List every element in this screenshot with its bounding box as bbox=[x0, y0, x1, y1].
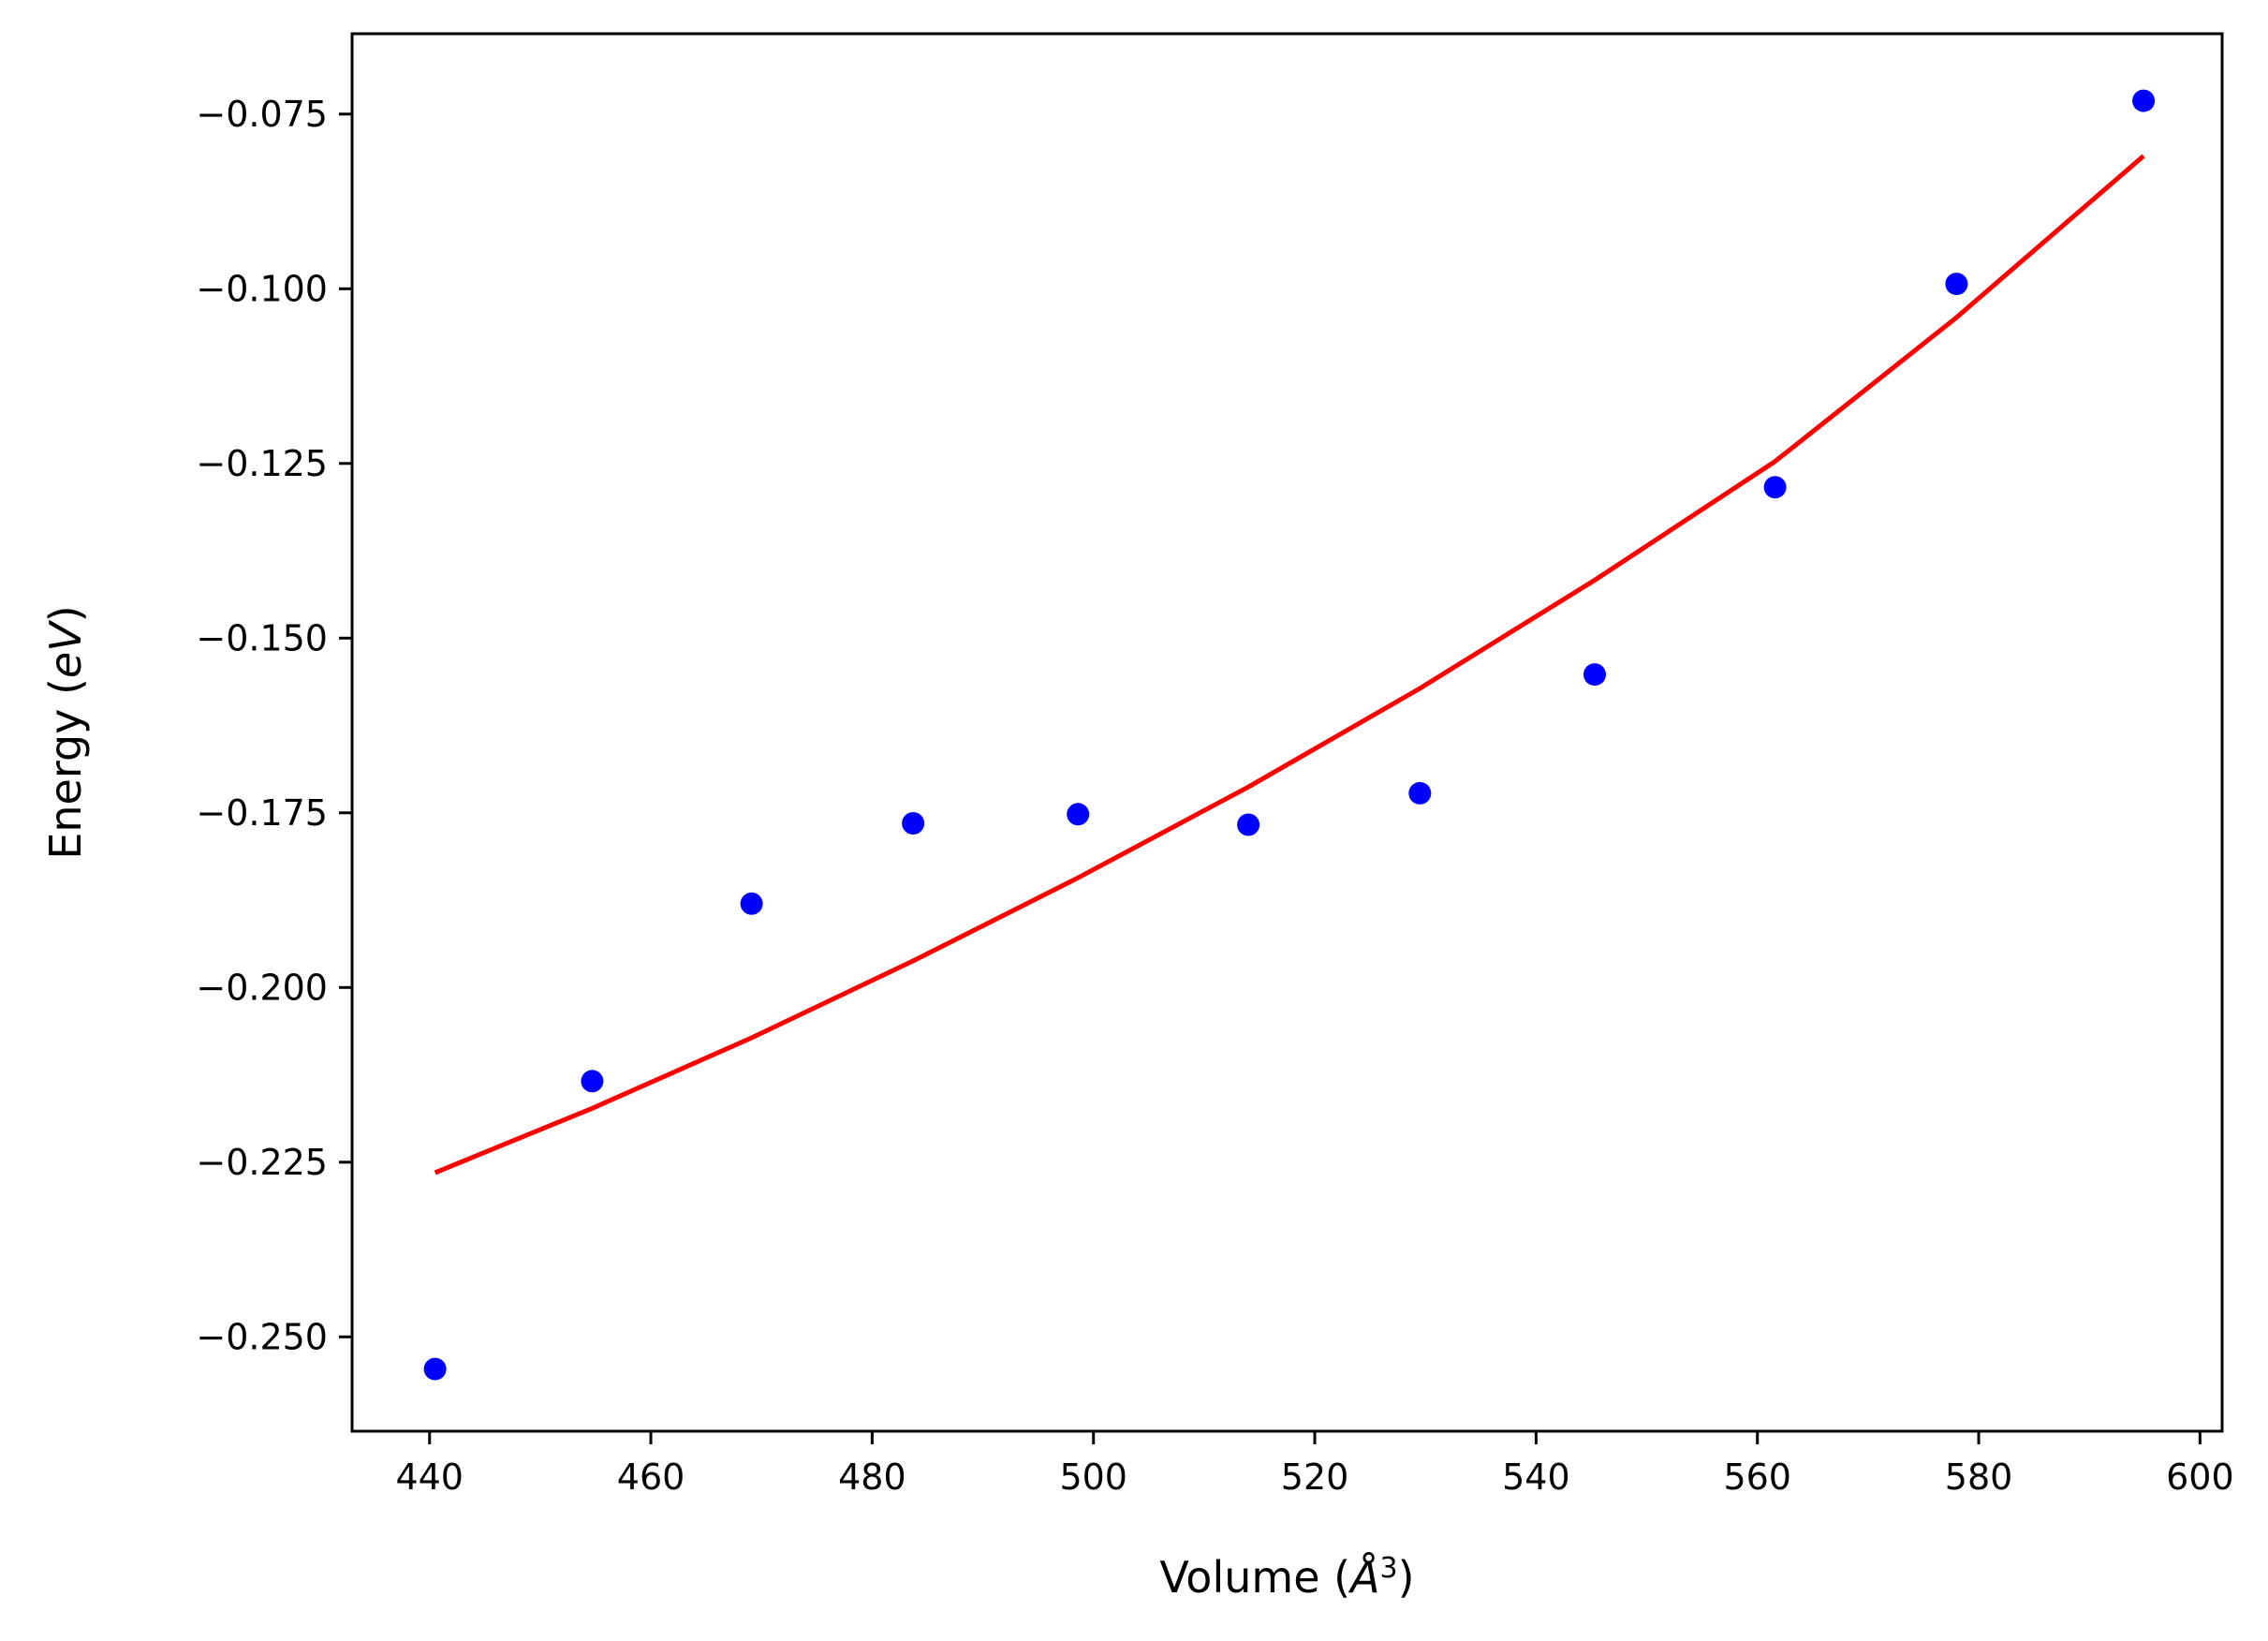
data-point bbox=[1237, 813, 1260, 836]
x-axis-ticks: 440 460 480 500 520 540 560 580 600 bbox=[395, 1431, 2234, 1498]
x-tick-label: 460 bbox=[617, 1456, 685, 1498]
x-tick-label: 440 bbox=[395, 1456, 464, 1498]
data-point bbox=[1408, 781, 1432, 805]
y-tick-label: −0.175 bbox=[196, 792, 328, 834]
x-tick-label: 600 bbox=[2166, 1456, 2234, 1498]
x-tick-label: 520 bbox=[1281, 1456, 1349, 1498]
x-tick-label: 480 bbox=[838, 1456, 906, 1498]
data-point bbox=[1945, 273, 1968, 296]
x-tick-label: 500 bbox=[1059, 1456, 1127, 1498]
data-point bbox=[902, 812, 925, 835]
y-axis-label: Energy (eV) bbox=[40, 605, 91, 859]
y-tick-label: −0.125 bbox=[196, 443, 328, 484]
data-point bbox=[1763, 476, 1787, 499]
x-axis-label: Volume (Å3) bbox=[1159, 1552, 1414, 1603]
data-point bbox=[740, 892, 763, 915]
x-tick-label: 540 bbox=[1502, 1456, 1570, 1498]
y-tick-label: −0.225 bbox=[196, 1142, 328, 1183]
plot-frame bbox=[350, 32, 2224, 1433]
data-point bbox=[1583, 663, 1606, 687]
data-point bbox=[2132, 89, 2156, 112]
y-tick-label: −0.250 bbox=[196, 1316, 328, 1357]
data-point bbox=[581, 1070, 604, 1093]
x-tick-label: 560 bbox=[1723, 1456, 1791, 1498]
y-tick-label: −0.075 bbox=[196, 94, 328, 135]
y-tick-label: −0.150 bbox=[196, 617, 328, 658]
y-axis-ticks: −0.075 −0.100 −0.125 −0.150 −0.175 −0.200 −0.2… bbox=[196, 94, 352, 1357]
fit-curve bbox=[434, 154, 2145, 1175]
data-point bbox=[423, 1357, 447, 1381]
y-tick-label: −0.100 bbox=[196, 268, 328, 309]
x-tick-label: 580 bbox=[1945, 1456, 2013, 1498]
plot-area bbox=[423, 89, 2156, 1381]
y-tick-label: −0.200 bbox=[196, 967, 328, 1008]
data-point bbox=[1067, 803, 1090, 826]
